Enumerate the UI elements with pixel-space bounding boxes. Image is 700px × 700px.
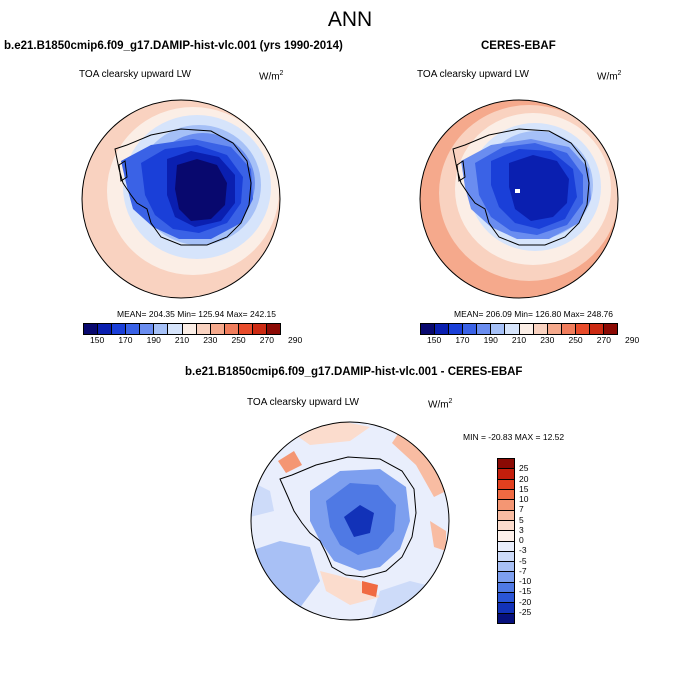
colorbar-tick-label: -15 — [519, 586, 532, 597]
colorbar-tick-label: 0 — [519, 535, 524, 545]
colorbar-swatch — [182, 324, 197, 334]
colorbar-tick-label: -25 — [519, 606, 532, 617]
colorbar-swatch — [575, 324, 590, 334]
colorbar-tick-label: 170 — [455, 335, 470, 345]
obs-panel-title: CERES-EBAF — [481, 40, 556, 52]
model-variable-label: TOA clearsky upward LW — [79, 69, 191, 80]
colorbar-swatch — [498, 479, 514, 490]
colorbar-swatch — [498, 541, 514, 552]
diff-variable-label: TOA clearsky upward LW — [247, 397, 359, 408]
colorbar-swatch — [498, 489, 514, 501]
colorbar-swatch — [498, 603, 514, 614]
colorbar-tick-label: 270 — [596, 335, 611, 345]
colorbar-swatch — [140, 324, 155, 334]
diff-stats: MIN = -20.83 MAX = 12.52 — [463, 432, 565, 442]
colorbar-swatch — [498, 562, 514, 573]
colorbar-swatch — [477, 324, 492, 334]
colorbar-swatch — [498, 520, 514, 532]
obs-polar-map — [419, 99, 619, 299]
colorbar-swatch — [561, 324, 576, 334]
colorbar-swatch — [238, 324, 253, 334]
colorbar-swatch — [449, 324, 464, 334]
model-stats: MEAN= 204.35 Min= 125.94 Max= 242.15 — [117, 309, 277, 319]
colorbar-swatch — [168, 324, 183, 334]
colorbar-tick-label: 150 — [427, 335, 442, 345]
colorbar-swatch — [498, 469, 514, 480]
diff-polar-map — [250, 421, 450, 621]
colorbar-swatch — [498, 582, 514, 594]
colorbar-swatch — [498, 551, 514, 563]
colorbar-swatch — [84, 324, 99, 334]
obs-units-label: W/m2 — [597, 70, 622, 83]
colorbar-swatch — [547, 324, 562, 334]
colorbar-swatch — [435, 324, 450, 334]
colorbar-swatch — [533, 324, 548, 334]
colorbar-swatch — [519, 324, 534, 334]
colorbar-tick-label: 3 — [519, 524, 524, 535]
colorbar-swatch — [589, 324, 605, 334]
colorbar-swatch — [498, 510, 514, 521]
colorbar-swatch — [498, 459, 514, 470]
colorbar-tick-label: 190 — [483, 335, 498, 345]
colorbar-swatch — [498, 531, 514, 542]
main-title: ANN — [327, 8, 373, 31]
model-units-label: W/m2 — [259, 70, 284, 83]
colorbar-swatch — [98, 324, 113, 334]
colorbar-swatch — [112, 324, 127, 334]
colorbar-tick-label: 210 — [174, 335, 190, 345]
colorbar-tick-label: 250 — [231, 335, 246, 345]
colorbar-tick-label: 10 — [519, 494, 529, 504]
colorbar-swatch — [267, 324, 281, 334]
colorbar-swatch — [196, 324, 211, 334]
colorbar-tick-label: 25 — [519, 463, 529, 474]
colorbar-tick-label: -20 — [519, 596, 532, 607]
colorbar-swatch — [224, 324, 239, 334]
colorbar-swatch — [491, 324, 506, 334]
colorbar-tick-label: 15 — [519, 483, 529, 494]
diff-units-label: W/m2 — [428, 398, 453, 411]
colorbar-tick-label: 20 — [519, 473, 529, 484]
diff-panel-title: b.e21.B1850cmip6.f09_g17.DAMIP-hist-vlc.… — [185, 366, 523, 378]
colorbar-tick-label: 290 — [288, 335, 303, 345]
model-polar-map — [81, 99, 281, 299]
colorbar-tick-label: 150 — [90, 335, 105, 345]
colorbar-tick-label: 270 — [259, 335, 274, 345]
colorbar-tick-label: 7 — [519, 504, 524, 515]
colorbar-tick-label: 190 — [146, 335, 161, 345]
colorbar-swatch — [421, 324, 436, 334]
obs-colorbar: 150 170 190 210 230 250 270 290 — [420, 323, 639, 345]
colorbar-tick-label: 230 — [540, 335, 555, 345]
colorbar-swatch — [604, 324, 618, 334]
colorbar-tick-label: 170 — [118, 335, 133, 345]
colorbar-swatch — [498, 593, 514, 604]
colorbar-tick-label: 290 — [625, 335, 640, 345]
colorbar-tick-label: 250 — [568, 335, 583, 345]
colorbar-swatch — [505, 324, 520, 334]
colorbar-tick-label: -5 — [519, 555, 527, 566]
colorbar-swatch — [252, 324, 268, 334]
colorbar-tick-label: -3 — [519, 545, 527, 556]
colorbar-swatch — [126, 324, 141, 334]
colorbar-tick-label: 5 — [519, 514, 524, 525]
colorbar-tick-label: -10 — [519, 576, 532, 586]
colorbar-swatch — [154, 324, 169, 334]
diff-colorbar: 25 20 15 10 7 5 3 0 -3 -5 -7 -10 -15 -20 -25 — [497, 458, 549, 624]
colorbar-tick-label: -7 — [519, 565, 527, 576]
colorbar-swatch — [463, 324, 478, 334]
colorbar-swatch — [498, 613, 514, 623]
model-panel-title: b.e21.B1850cmip6.f09_g17.DAMIP-hist-vlc.… — [4, 40, 343, 52]
colorbar-tick-label: 230 — [203, 335, 218, 345]
colorbar-swatch — [498, 500, 514, 511]
colorbar-swatch — [210, 324, 225, 334]
colorbar-tick-label: 210 — [511, 335, 527, 345]
model-colorbar: 150 170 190 210 230 250 270 290 — [83, 323, 302, 345]
obs-stats: MEAN= 206.09 Min= 126.80 Max= 248.76 — [454, 309, 614, 319]
colorbar-swatch — [498, 572, 514, 583]
obs-variable-label: TOA clearsky upward LW — [417, 69, 529, 80]
